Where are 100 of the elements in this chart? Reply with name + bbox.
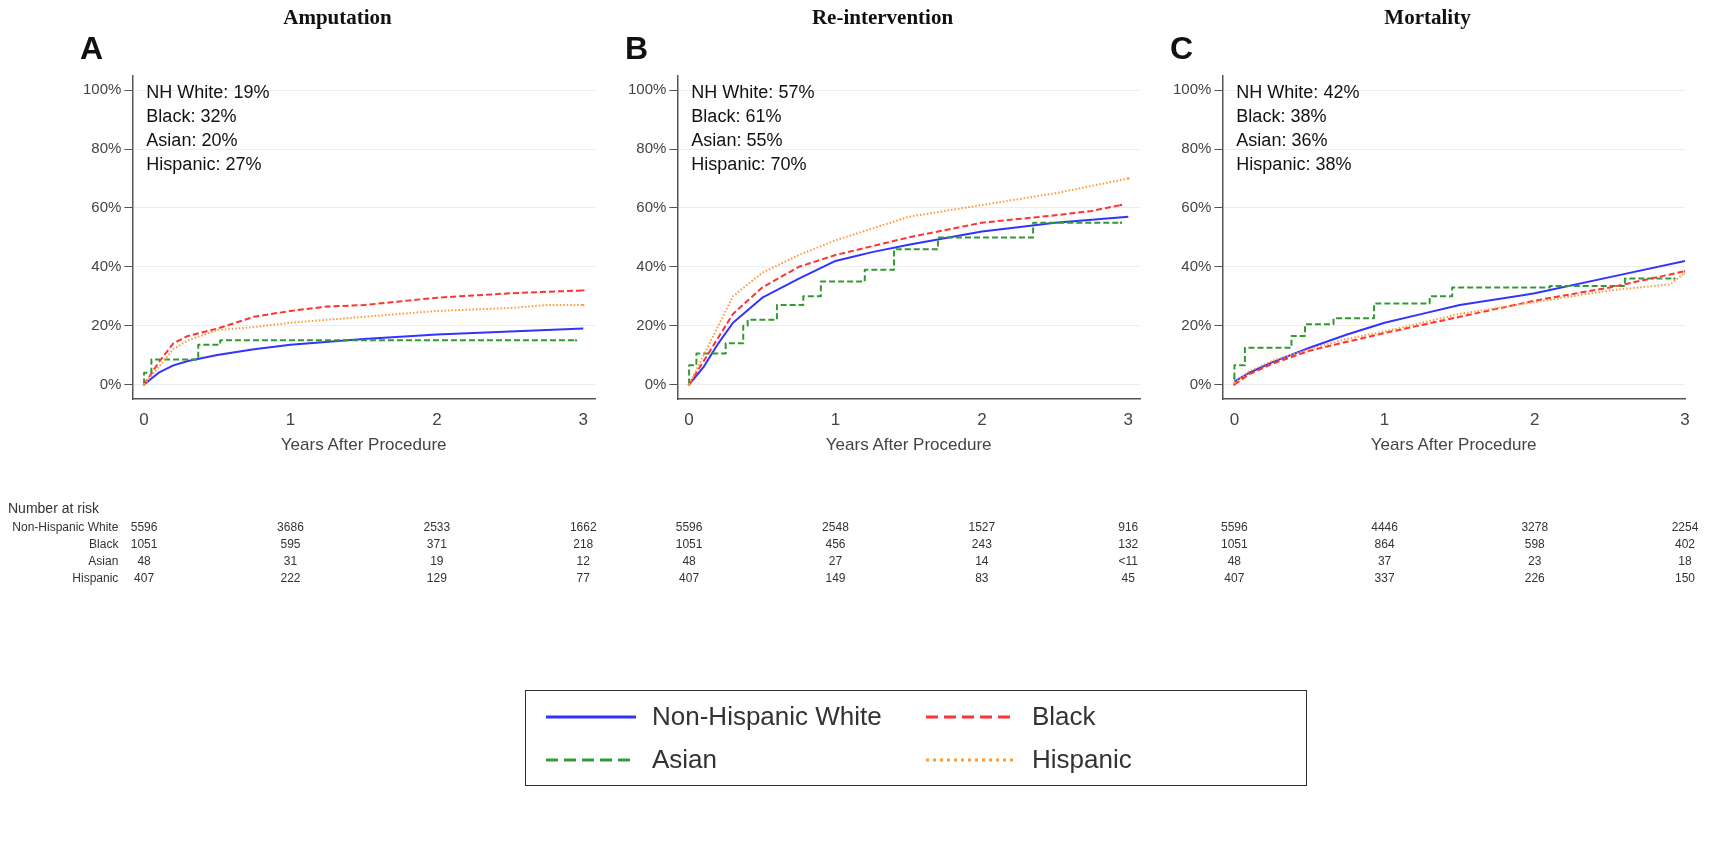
annotation: Black: 61% <box>691 105 782 126</box>
chart-title: Re-intervention <box>811 5 954 30</box>
x-tick-label: 3 <box>578 410 589 430</box>
x-axis-title: Years After Procedure <box>280 435 447 455</box>
chart-subtitle: B <box>625 30 649 67</box>
text: 407 <box>134 571 155 585</box>
text: 598 <box>1524 537 1545 551</box>
text: 1527 <box>968 520 996 534</box>
text: 916 <box>1118 520 1139 534</box>
x-tick-label: 0 <box>139 410 149 430</box>
text: 5596 <box>675 520 703 534</box>
y-tick-label: 0% <box>99 374 122 392</box>
annotation: Hispanic: 70% <box>691 153 807 174</box>
y-tick-label: 100% <box>82 80 122 98</box>
chart-title: Amputation <box>283 5 393 30</box>
annotation: Hispanic: 27% <box>146 153 262 174</box>
annotation: Asian: 20% <box>146 129 238 150</box>
x-tick-label: 3 <box>1123 410 1134 430</box>
x-tick-label: 0 <box>1229 410 1240 430</box>
text: 1051 <box>130 537 158 551</box>
y-tick-label: 20% <box>91 315 122 333</box>
text: Non-Hispanic White <box>12 520 119 534</box>
text: 48 <box>1227 554 1242 568</box>
text: 4446 <box>1371 520 1398 534</box>
y-tick-label: 80% <box>636 139 667 157</box>
chart-subtitle: C <box>1170 30 1194 67</box>
text: 45 <box>1121 571 1135 585</box>
text: 371 <box>426 537 447 551</box>
y-tick-label: 40% <box>636 256 667 274</box>
text: 31 <box>283 554 298 568</box>
text: 23 <box>1528 554 1542 568</box>
text: 5596 <box>130 520 158 534</box>
text: 48 <box>137 554 151 568</box>
text: Black <box>89 537 119 551</box>
y-tick-label: 60% <box>636 198 667 216</box>
annotation: NH White: 19% <box>146 81 270 102</box>
y-tick-label: 20% <box>636 315 667 333</box>
text: 595 <box>280 537 301 551</box>
text: 149 <box>825 571 846 585</box>
annotation: Asian: 55% <box>691 129 783 150</box>
y-tick-label: 100% <box>1172 80 1212 98</box>
y-tick-label: 0% <box>1189 374 1212 392</box>
legend-label: Asian <box>652 744 718 775</box>
text: <11 <box>1118 554 1139 568</box>
text: 337 <box>1374 571 1395 585</box>
text: 83 <box>975 571 989 585</box>
text: 407 <box>679 571 700 585</box>
legend-label: Non-Hispanic White <box>652 701 882 732</box>
text: 129 <box>426 571 447 585</box>
text: 1051 <box>675 537 703 551</box>
text: 864 <box>1374 537 1395 551</box>
y-tick-label: 60% <box>91 198 122 216</box>
y-tick-label: 40% <box>91 256 122 274</box>
x-axis-title: Years After Procedure <box>825 435 992 455</box>
x-tick-label: 2 <box>977 410 987 430</box>
annotation: NH White: 42% <box>1236 81 1360 102</box>
text: Number at risk <box>8 500 100 516</box>
x-tick-label: 2 <box>432 410 442 430</box>
legend-label: Hispanic <box>1032 744 1132 775</box>
text: 48 <box>682 554 696 568</box>
text: 12 <box>576 554 590 568</box>
text: 2548 <box>822 520 849 534</box>
y-tick-label: 80% <box>91 139 122 157</box>
text: 1662 <box>569 520 597 534</box>
x-tick-label: 0 <box>684 410 694 430</box>
text: 150 <box>1674 571 1696 585</box>
x-tick-label: 3 <box>1680 410 1690 430</box>
x-tick-label: 1 <box>1379 410 1390 430</box>
text: 27 <box>828 554 843 568</box>
text: 2533 <box>423 520 451 534</box>
text: 402 <box>1674 537 1696 551</box>
chart-subtitle: A <box>80 30 104 67</box>
y-tick-label: 20% <box>1181 315 1212 333</box>
text: 132 <box>1118 537 1139 551</box>
text: 2254 <box>1671 520 1699 534</box>
annotation: NH White: 57% <box>691 81 815 102</box>
text: 3686 <box>277 520 304 534</box>
y-tick-label: 40% <box>1181 256 1212 274</box>
text: 243 <box>971 537 992 551</box>
y-tick-label: 60% <box>1181 198 1212 216</box>
x-tick-label: 2 <box>1530 410 1540 430</box>
text: 407 <box>1224 571 1245 585</box>
x-tick-label: 1 <box>285 410 296 430</box>
y-tick-label: 100% <box>627 80 667 98</box>
text: 3278 <box>1521 520 1549 534</box>
y-tick-label: 0% <box>644 374 667 392</box>
text: 14 <box>975 554 989 568</box>
text: Asian <box>88 554 119 568</box>
text: 222 <box>280 571 301 585</box>
legend-label: Black <box>1032 701 1096 732</box>
annotation: Black: 38% <box>1236 105 1327 126</box>
text: 1051 <box>1221 537 1248 551</box>
chart-title: Mortality <box>1384 5 1472 30</box>
text: Hispanic <box>72 571 119 585</box>
y-tick-label: 80% <box>1181 139 1212 157</box>
text: 226 <box>1524 571 1545 585</box>
text: 218 <box>573 537 594 551</box>
text: 18 <box>1678 554 1692 568</box>
x-tick-label: 1 <box>830 410 841 430</box>
text: 77 <box>576 571 590 585</box>
